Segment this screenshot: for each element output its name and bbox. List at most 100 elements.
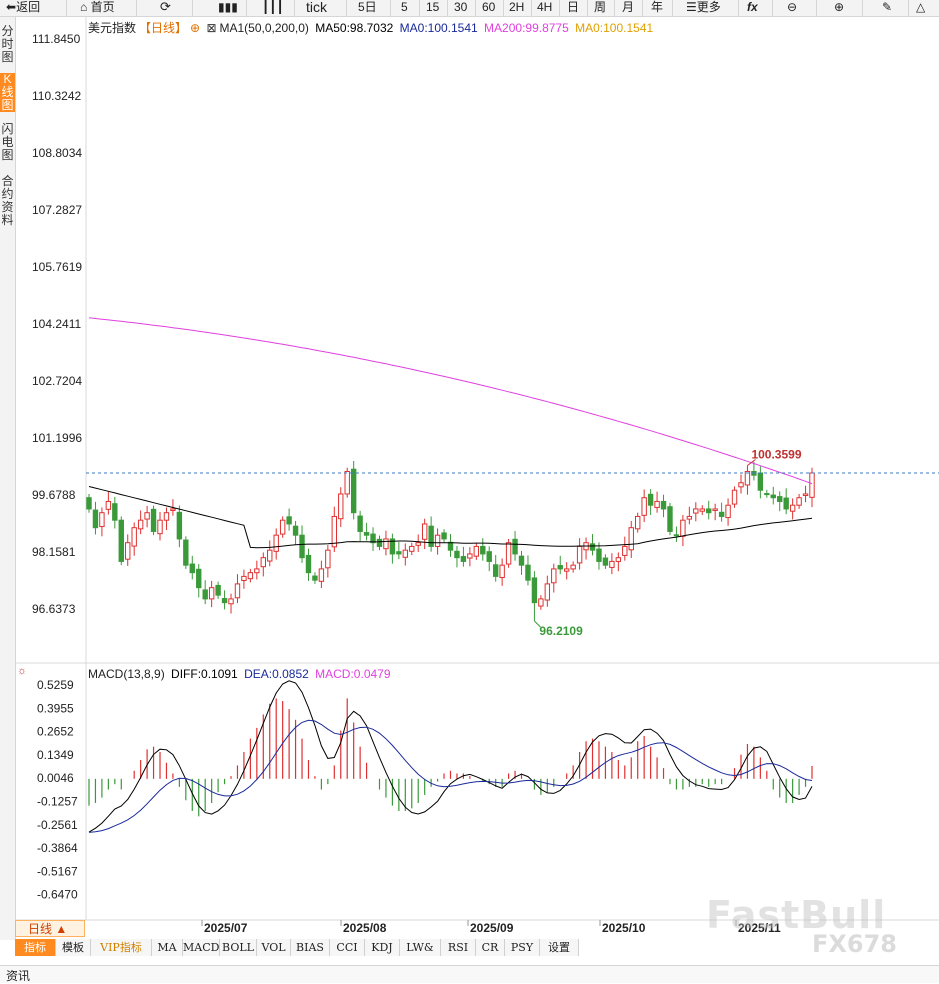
candle-body xyxy=(505,542,512,565)
candle-body xyxy=(428,525,434,547)
candle-body xyxy=(783,497,789,510)
tab-indicator[interactable]: 指标 xyxy=(15,939,56,956)
tab-boll[interactable]: BOLL xyxy=(220,939,257,956)
tab-lw[interactable]: LW& xyxy=(400,939,441,956)
candle-body xyxy=(338,493,344,520)
period-5-button[interactable]: 5 xyxy=(401,0,408,14)
tab-ma[interactable]: MA xyxy=(152,939,183,956)
period-60-button[interactable]: 60 xyxy=(482,0,496,14)
add-indicator-icon[interactable]: ⊕ xyxy=(190,21,201,35)
candle-icon[interactable]: ┃┃┃ xyxy=(262,0,284,14)
candle-body xyxy=(99,512,105,528)
period-label: 【日线】 xyxy=(139,21,188,35)
period-selector[interactable]: 日线 ▲ xyxy=(15,920,85,937)
tab-flash-chart[interactable]: 闪电图 xyxy=(1,122,14,162)
tab-template[interactable]: 模板 xyxy=(56,939,91,956)
tab-cci[interactable]: CCI xyxy=(330,939,365,956)
candle-body xyxy=(228,598,234,605)
refresh-icon[interactable]: ⟳ xyxy=(160,0,171,14)
candle-body xyxy=(279,519,286,535)
candle-body xyxy=(176,511,183,540)
candle-body xyxy=(680,519,686,537)
candle-body xyxy=(299,534,305,559)
tab-kline[interactable]: K线图 xyxy=(0,72,15,112)
candle-body xyxy=(667,506,673,532)
macd-dea: DEA:0.0852 xyxy=(244,667,309,681)
ma-name: MA1(50,0,200,0) xyxy=(219,21,309,35)
candle-body xyxy=(170,508,176,511)
candle-body xyxy=(551,568,557,584)
tab-macd[interactable]: MACD xyxy=(183,939,220,956)
period-15-button[interactable]: 15 xyxy=(426,0,440,14)
candle-body xyxy=(208,587,215,600)
watermark-fx678: FX678 xyxy=(812,930,897,958)
x-tick-label: 2025/11 xyxy=(738,921,781,935)
price-tick-label: 108.8034 xyxy=(32,146,82,160)
period-year-button[interactable]: 年 xyxy=(651,0,664,14)
price-tick-label: 105.7619 xyxy=(32,260,82,274)
candle-body xyxy=(492,564,499,577)
settings-icon: ☼ xyxy=(17,665,27,677)
candle-body xyxy=(557,565,563,570)
high-label: 100.3599 xyxy=(751,447,801,461)
candle-body xyxy=(221,598,228,604)
period-month-button[interactable]: 月 xyxy=(622,0,635,14)
candle-body xyxy=(770,494,776,499)
period-week-button[interactable]: 周 xyxy=(594,0,607,14)
watermark-logo: FastBull xyxy=(706,893,887,937)
tab-cr[interactable]: CR xyxy=(476,939,505,956)
period-day-button[interactable]: 日 xyxy=(567,0,580,14)
tab-psy[interactable]: PSY xyxy=(505,939,540,956)
ma-indicator-icon[interactable]: ⊠ xyxy=(206,21,217,35)
tab-bias[interactable]: BIAS xyxy=(291,939,330,956)
candle-body xyxy=(686,515,693,520)
price-tick-label: 99.6788 xyxy=(32,488,76,502)
tab-rsi[interactable]: RSI xyxy=(441,939,476,956)
draw-pen-icon[interactable]: ✎ xyxy=(882,0,893,14)
zoom-out-icon[interactable]: ⊖ xyxy=(787,0,798,14)
zoom-in-icon[interactable]: ⊕ xyxy=(834,0,845,14)
period-2h-button[interactable]: 2H xyxy=(509,0,525,14)
candle-body xyxy=(137,519,144,530)
x-tick-label: 2025/08 xyxy=(343,921,387,935)
candle-body xyxy=(706,508,712,514)
candle-body xyxy=(609,560,615,568)
tick-button[interactable]: tick xyxy=(306,0,327,15)
tab-timeshare[interactable]: 分时图 xyxy=(1,24,14,64)
home-button[interactable]: ⌂ 首页 xyxy=(80,0,115,14)
tab-settings[interactable]: 设置 xyxy=(540,939,579,956)
ma50-line xyxy=(88,486,813,549)
x-tick-label: 2025/10 xyxy=(602,921,646,935)
bar-chart-icon[interactable]: ▮▮▮ xyxy=(218,0,238,14)
candle-body xyxy=(305,554,312,574)
price-legend: 美元指数 【日线】 ⊕ ⊠ MA1(50,0,200,0) MA50:98.7032 … xyxy=(88,21,656,35)
tab-vol[interactable]: VOL xyxy=(257,939,291,956)
candle-body xyxy=(602,557,609,566)
period-4h-button[interactable]: 4H xyxy=(537,0,553,14)
ma200-line xyxy=(88,317,813,485)
candle-body xyxy=(241,575,247,582)
period-30-button[interactable]: 30 xyxy=(454,0,468,14)
tab-contract-info[interactable]: 合约资料 xyxy=(1,174,14,227)
candle-body xyxy=(105,500,112,510)
candle-body xyxy=(764,493,770,496)
formula-button[interactable]: fx xyxy=(747,0,758,14)
price-tick-label: 104.2411 xyxy=(32,317,81,331)
candle-body xyxy=(273,534,279,552)
candle-body xyxy=(376,538,383,547)
candle-body xyxy=(744,470,751,486)
five-day-button[interactable]: 5日 xyxy=(358,0,377,14)
back-button[interactable]: ⬅返回 xyxy=(6,0,41,14)
tab-kdj[interactable]: KDJ xyxy=(365,939,400,956)
tab-vip-indicator[interactable]: VIP指标 xyxy=(91,939,152,956)
more-button[interactable]: ☰更多 xyxy=(686,0,721,14)
candle-body xyxy=(363,532,370,536)
footer-news[interactable]: 资讯 xyxy=(6,969,31,983)
candle-body xyxy=(434,534,441,547)
macd-dea-line xyxy=(88,719,813,833)
candle-body xyxy=(499,564,505,579)
price-tick-label: 101.1996 xyxy=(32,431,82,445)
candle-body xyxy=(570,564,576,570)
collapse-icon[interactable]: △ xyxy=(916,0,926,14)
